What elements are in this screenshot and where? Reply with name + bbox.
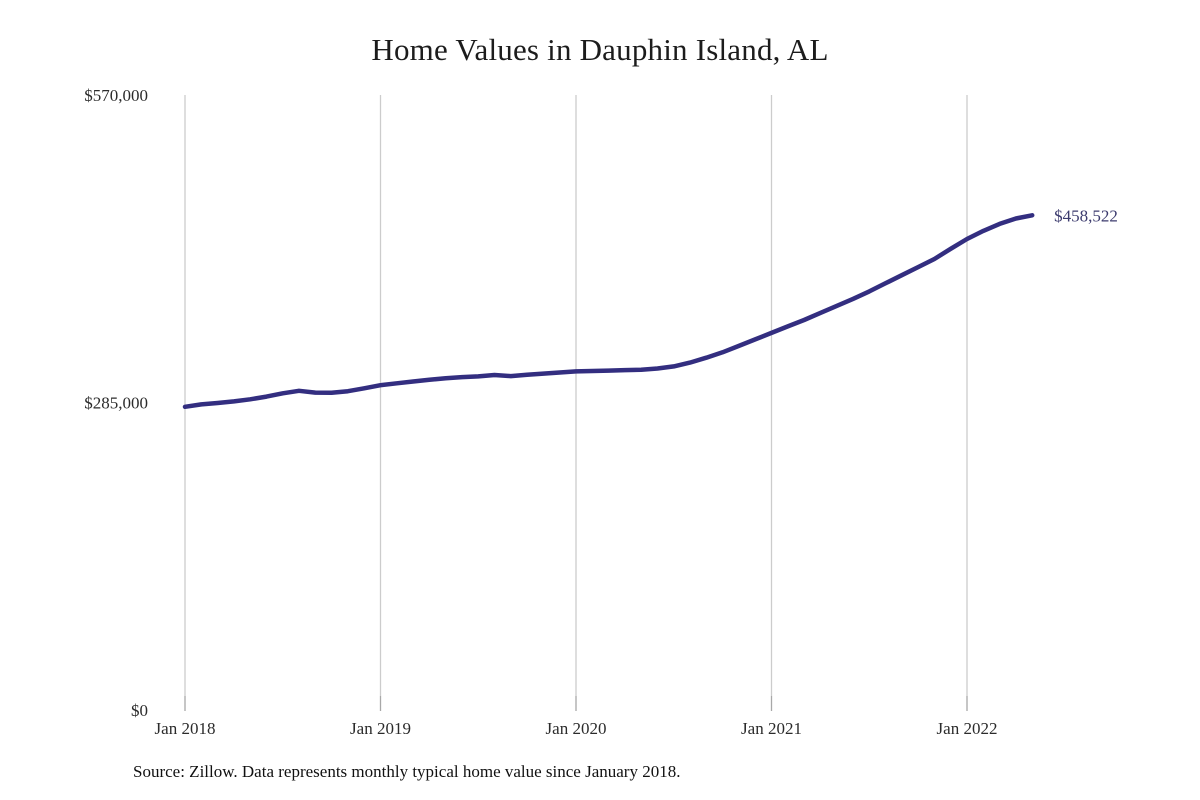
end-value-label: $458,522 <box>1054 206 1118 225</box>
x-tick-label: Jan 2021 <box>741 719 802 738</box>
x-tick-label: Jan 2019 <box>350 719 411 738</box>
x-tick-label: Jan 2018 <box>155 719 216 738</box>
x-tick-label: Jan 2020 <box>546 719 607 738</box>
value-line <box>182 213 1035 410</box>
y-tick-label: $570,000 <box>84 86 148 105</box>
chart-title: Home Values in Dauphin Island, AL <box>371 32 829 67</box>
y-tick-label: $0 <box>131 701 148 720</box>
source-note: Source: Zillow. Data represents monthly … <box>133 762 681 781</box>
x-tick-label: Jan 2022 <box>937 719 998 738</box>
y-tick-label: $285,000 <box>84 394 148 413</box>
